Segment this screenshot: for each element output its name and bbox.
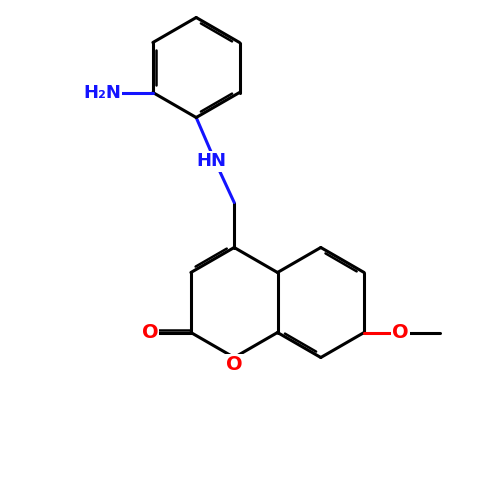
Text: O: O bbox=[226, 356, 242, 374]
Text: O: O bbox=[392, 323, 408, 342]
Text: HN: HN bbox=[196, 152, 226, 170]
Text: O: O bbox=[142, 323, 158, 342]
Text: H₂N: H₂N bbox=[83, 84, 121, 102]
